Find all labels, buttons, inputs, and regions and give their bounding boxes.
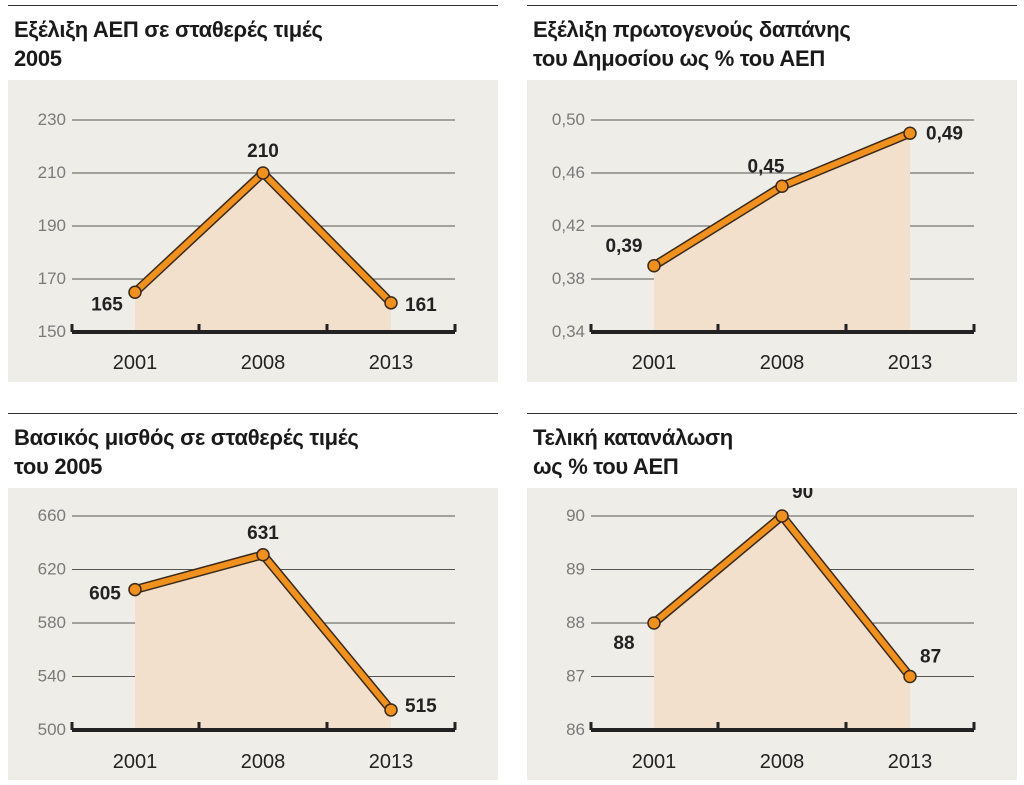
- y-tick-label: 89: [566, 560, 585, 579]
- area-fill: [654, 133, 910, 332]
- y-tick-label: 210: [38, 163, 66, 182]
- y-tick-label: 580: [38, 613, 66, 632]
- data-label: 631: [247, 523, 279, 544]
- chart-title: Εξέλιξη πρωτογενούς δαπάνης του Δημοσίου …: [533, 15, 851, 73]
- data-label: 87: [920, 647, 941, 668]
- data-label: 88: [613, 633, 634, 654]
- data-point: [775, 509, 789, 523]
- chart-title: Βασικός μισθός σε σταθερές τιμές του 2005: [14, 423, 359, 481]
- x-tick-label: 2008: [760, 352, 805, 374]
- chart-panel-primary-spending: Εξέλιξη πρωτογενούς δαπάνης του Δημοσίου …: [527, 5, 1017, 382]
- y-tick-label: 0,42: [552, 216, 585, 235]
- y-tick-label: 150: [38, 322, 66, 341]
- x-tick-label: 2001: [113, 751, 158, 773]
- data-point: [384, 296, 398, 310]
- x-tick-label: 2013: [888, 352, 933, 374]
- data-point: [903, 126, 917, 140]
- title-line: του Δημοσίου ως % του ΑΕΠ: [533, 46, 825, 71]
- title-line: Βασικός μισθός σε σταθερές τιμές: [14, 425, 359, 450]
- x-tick-label: 2008: [760, 751, 805, 773]
- y-tick-label: 660: [38, 506, 66, 525]
- x-tick-label: 2001: [113, 352, 158, 374]
- chart-title: Τελική κατανάλωση ως % του ΑΕΠ: [533, 423, 733, 481]
- data-point: [647, 616, 661, 630]
- line-chart: 86 87 88 89 90 88 2001 90 2008 87 2013: [566, 488, 976, 773]
- title-line: Εξέλιξη ΑΕΠ σε σταθερές τιμές: [14, 17, 323, 42]
- x-tick-label: 2001: [632, 352, 677, 374]
- y-tick-label: 500: [38, 720, 66, 739]
- plot-background: 150 170 190 210 230 165 2001 210 2008 161 2013: [8, 80, 498, 382]
- title-line: 2005: [14, 46, 62, 71]
- title-line: ως % του ΑΕΠ: [533, 454, 679, 479]
- data-point: [128, 582, 142, 597]
- data-point: [647, 259, 661, 273]
- plot-background: 500 540 580 620 660 605 2001 631 2008 515 2013: [8, 488, 498, 780]
- chart-panel-final-consumption: Τελική κατανάλωση ως % του ΑΕΠ 86 87 88 89 90…: [527, 413, 1017, 780]
- chart-panel-gdp: Εξέλιξη ΑΕΠ σε σταθερές τιμές 2005 150 170…: [8, 5, 498, 382]
- line-chart: 150 170 190 210 230 165 2001 210 2008 161 2013: [38, 110, 457, 374]
- area-fill: [135, 173, 391, 332]
- data-point: [128, 285, 142, 299]
- data-point: [256, 166, 270, 180]
- top-rule: [527, 5, 1017, 6]
- line-chart: 0,34 0,38 0,42 0,46 0,50 0,39 2001 0,45 2008 0,49…: [552, 110, 976, 374]
- data-label: 161: [405, 295, 437, 316]
- y-tick-label: 0,50: [552, 110, 585, 129]
- data-label: 165: [91, 294, 123, 315]
- y-tick-label: 540: [38, 667, 66, 686]
- y-tick-label: 620: [38, 560, 66, 579]
- y-tick-label: 90: [566, 506, 585, 525]
- data-point: [256, 548, 270, 562]
- top-rule: [8, 5, 498, 6]
- x-tick-label: 2013: [369, 352, 414, 374]
- top-rule: [8, 413, 498, 414]
- x-tick-label: 2013: [888, 751, 933, 773]
- data-point: [775, 179, 789, 193]
- y-tick-label: 88: [566, 613, 585, 632]
- line-chart: 500 540 580 620 660 605 2001 631 2008 515 2013: [38, 506, 457, 773]
- y-tick-label: 86: [566, 720, 585, 739]
- data-point: [903, 669, 917, 684]
- plot-background: 86 87 88 89 90 88 2001 90 2008 87 2013: [527, 488, 1017, 780]
- data-label: 90: [792, 488, 813, 503]
- y-tick-label: 0,34: [552, 322, 585, 341]
- chart-title: Εξέλιξη ΑΕΠ σε σταθερές τιμές 2005: [14, 15, 323, 73]
- x-tick-label: 2008: [241, 751, 286, 773]
- data-label: 210: [247, 141, 279, 162]
- chart-panel-base-salary: Βασικός μισθός σε σταθερές τιμές του 2005…: [8, 413, 498, 780]
- y-tick-label: 0,38: [552, 269, 585, 288]
- y-tick-label: 87: [566, 667, 585, 686]
- data-label: 605: [89, 584, 121, 605]
- y-tick-label: 0,46: [552, 163, 585, 182]
- title-line: Εξέλιξη πρωτογενούς δαπάνης: [533, 17, 851, 42]
- data-label: 0,49: [926, 123, 963, 144]
- top-rule: [527, 413, 1017, 414]
- y-tick-label: 170: [38, 269, 66, 288]
- data-label: 0,45: [748, 156, 785, 177]
- area-fill: [135, 554, 391, 730]
- x-tick-label: 2013: [369, 751, 414, 773]
- data-label: 515: [405, 696, 437, 717]
- x-tick-label: 2001: [632, 751, 677, 773]
- x-tick-label: 2008: [241, 352, 286, 374]
- data-label: 0,39: [606, 236, 643, 257]
- y-tick-label: 190: [38, 216, 66, 235]
- title-line: του 2005: [14, 454, 103, 479]
- title-line: Τελική κατανάλωση: [533, 425, 733, 450]
- y-tick-label: 230: [38, 110, 66, 129]
- plot-background: 0,34 0,38 0,42 0,46 0,50 0,39 2001 0,45 2008 0,49…: [527, 80, 1017, 382]
- data-point: [384, 703, 398, 717]
